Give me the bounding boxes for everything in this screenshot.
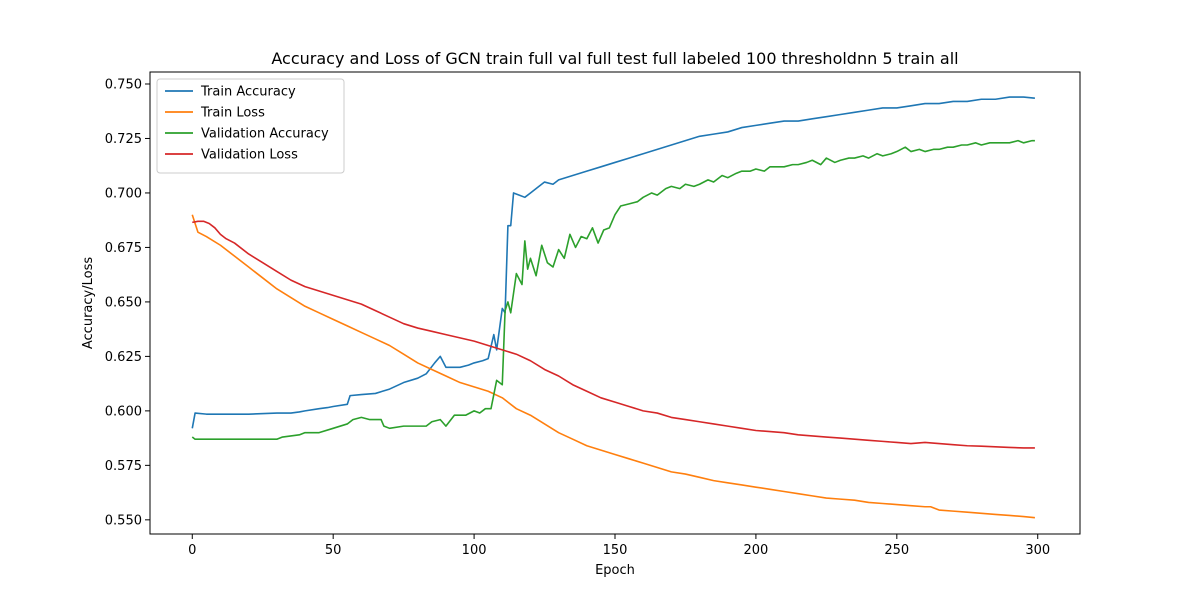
y-tick-label: 0.750 bbox=[105, 77, 142, 92]
y-tick-label: 0.675 bbox=[105, 241, 142, 256]
series-line-0 bbox=[191, 96, 1035, 429]
legend-entry-3: Validation Loss bbox=[201, 148, 298, 163]
y-axis: 0.550 0.575 0.600 0.625 0.650 0.675 0.700 0.725… bbox=[105, 77, 150, 528]
x-tick-label: 300 bbox=[1025, 543, 1050, 558]
legend-entry-2: Validation Accuracy bbox=[201, 127, 329, 142]
series-line-3 bbox=[192, 220, 1035, 449]
series-line-2 bbox=[191, 139, 1035, 440]
legend: Train Accuracy Train Loss Validation Accur… bbox=[156, 78, 345, 174]
legend-entry-1: Train Loss bbox=[200, 106, 265, 121]
y-tick-label: 0.575 bbox=[105, 459, 142, 474]
legend-box bbox=[156, 78, 345, 174]
y-tick-label: 0.650 bbox=[105, 295, 142, 310]
y-tick-label: 0.625 bbox=[105, 350, 142, 365]
x-tick-label: 0 bbox=[188, 543, 196, 558]
x-axis-label: Epoch bbox=[595, 563, 635, 578]
x-tick-label: 250 bbox=[884, 543, 909, 558]
chart-title: Accuracy and Loss of GCN train full val … bbox=[271, 49, 958, 68]
y-tick-label: 0.600 bbox=[105, 404, 142, 419]
legend-entry-0: Train Accuracy bbox=[200, 85, 296, 100]
series-line-1 bbox=[191, 214, 1035, 519]
y-tick-label: 0.550 bbox=[105, 513, 142, 528]
x-axis: 0 50 100 150 200 250 300 bbox=[188, 534, 1050, 558]
y-tick-label: 0.700 bbox=[105, 186, 142, 201]
series-lines bbox=[191, 96, 1035, 519]
x-tick-label: 100 bbox=[462, 543, 487, 558]
x-tick-label: 150 bbox=[603, 543, 628, 558]
y-axis-label: Accuracy/Loss bbox=[81, 257, 96, 349]
x-tick-label: 50 bbox=[325, 543, 342, 558]
y-tick-label: 0.725 bbox=[105, 132, 142, 147]
x-tick-label: 200 bbox=[743, 543, 768, 558]
